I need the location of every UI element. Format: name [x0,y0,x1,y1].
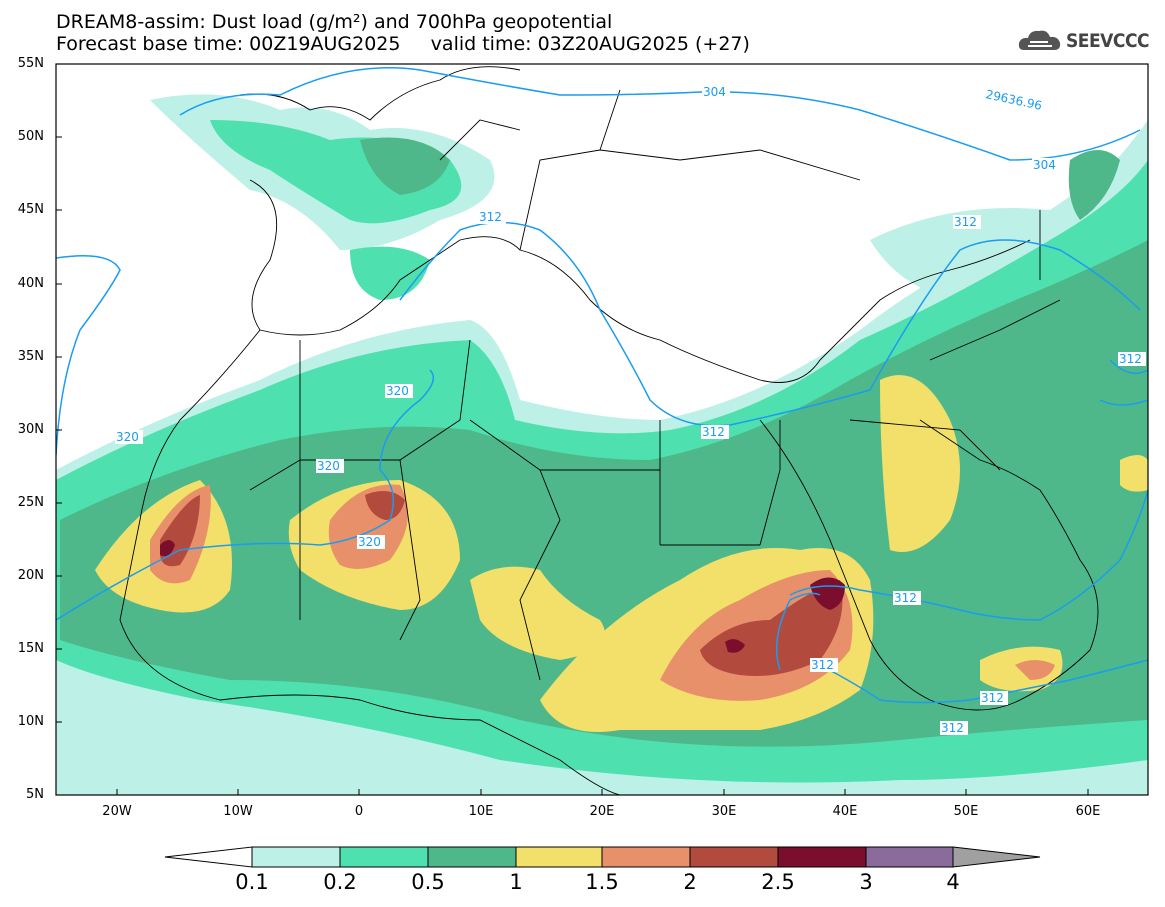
dust-region-08 [360,137,450,195]
lon-label: 40E [832,804,858,819]
lon-label: 20E [589,804,615,819]
coastline-africa [119,329,621,795]
lon-label: 10W [223,804,253,819]
lat-label: 55N [17,56,44,71]
colorbar-swatch [865,846,954,868]
colorbar-label: 1.5 [585,870,619,894]
contour-label: 320 [317,459,340,473]
dust-region-22 [365,491,405,520]
contour-label: 312 [702,425,725,439]
contour-label: 320 [386,384,409,398]
dust-region-16 [1120,455,1148,492]
lat-label: 5N [26,787,44,802]
colorbar-label: 0.2 [323,870,357,894]
dust-region-20 [1015,660,1055,680]
dust-region-25 [725,639,745,653]
colorbar-swatch [515,846,603,868]
lon-label: 0 [354,804,364,819]
contour-304-west [179,67,1141,161]
dust-region-26 [160,540,175,557]
contour-label: 312 [811,658,834,672]
border-lines [249,89,1061,681]
colorbar-swatch [601,846,691,868]
contour-label: 304 [703,85,726,99]
lat-label: 25N [17,495,44,510]
dust-region-14 [880,375,960,552]
contour-label: 312 [954,215,977,229]
contour-label: 312 [894,591,917,605]
contour-312-south [789,489,1148,704]
contour-label: 312 [981,691,1004,705]
lat-label: 35N [17,349,44,364]
colorbar-swatch [689,846,779,868]
lat-label: 15N [17,641,44,656]
contour-label: 312 [479,210,502,224]
lon-label: 30E [711,804,737,819]
colorbar-label: 2.5 [761,870,795,894]
colorbar-swatch [339,846,429,868]
colorbar-label: 1 [509,870,523,894]
colorbar [164,846,1041,868]
dust-region-09 [1068,150,1120,220]
colorbar-max-arrow [952,846,1041,868]
contour-label: 320 [116,430,139,444]
colorbar-label: 0.1 [235,870,269,894]
coastline-redsea [759,419,1099,711]
cloud-logo-icon [1018,30,1061,50]
lat-label: 40N [17,276,44,291]
contour-label: 312 [941,721,964,735]
lat-label: 10N [17,714,44,729]
map-title: DREAM8-assim: Dust load (g/m²) and 700hP… [56,11,613,33]
contour-label: 312 [1119,352,1142,366]
coastline-europe [239,66,1031,383]
lon-label: 10E [468,804,494,819]
colorbar-label: 0.5 [411,870,445,894]
colorbar-label: 2 [683,870,697,894]
lat-label: 30N [17,422,44,437]
contour-312-nile [775,592,821,671]
colorbar-label: 3 [859,870,873,894]
colorbar-swatch [427,846,517,868]
dust-region-07 [60,240,1148,747]
colorbar-min-arrow [164,846,253,868]
contour-312-east [1099,359,1148,406]
dust-region-12 [470,566,605,660]
lon-label: 20W [102,804,132,819]
colorbar-label: 4 [946,870,960,894]
logo-text: SEEVCCC [1066,30,1150,52]
colorbar-swatch [777,846,867,868]
lat-label: 45N [17,202,44,217]
lat-label: 50N [17,129,44,144]
contour-320 [56,255,435,621]
map-subtitle: Forecast base time: 00Z19AUG2025 valid t… [56,33,750,55]
lon-label: 50E [953,804,979,819]
contour-label: 320 [358,535,381,549]
contour-label: 304 [1033,158,1056,172]
colorbar-swatch [251,846,341,868]
lon-label: 60E [1075,804,1101,819]
lat-label: 20N [17,568,44,583]
